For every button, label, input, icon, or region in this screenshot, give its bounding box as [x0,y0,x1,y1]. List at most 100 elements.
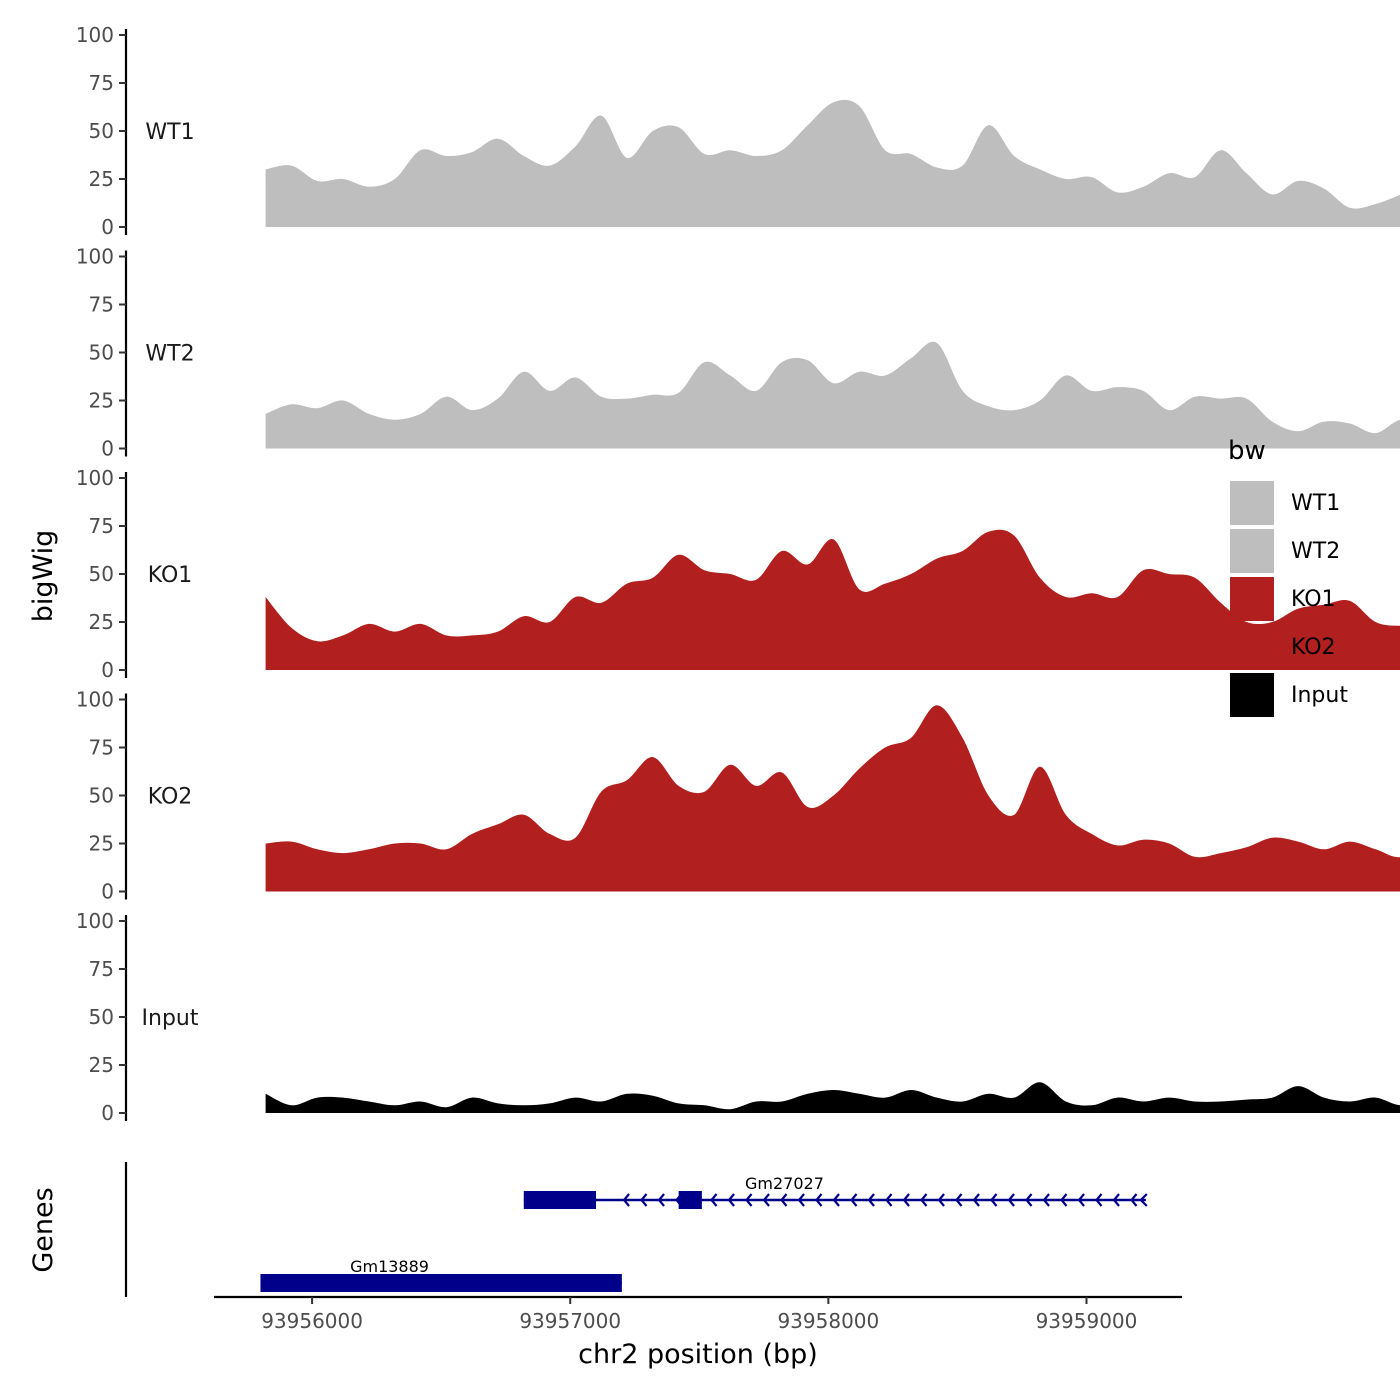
area-wt2 [265,341,1400,449]
x-tick-label: 93956000 [261,1309,363,1333]
strand-arrow [867,1193,875,1207]
track-ko2: 0 25 50 75 100 KO2 [76,688,1400,904]
y-tick-label: 0 [101,880,114,904]
strand-arrow [1112,1193,1120,1207]
gene-gm13889: Gm13889 [260,1257,622,1292]
gene-exon [678,1191,702,1209]
gene-gm27027: Gm27027 [523,1174,1148,1209]
track-label-input: Input [142,1006,199,1031]
area-input [265,1082,1400,1113]
gene-label-gm13889: Gm13889 [350,1257,429,1276]
y-tick-label: 25 [89,610,114,634]
legend-label: Input [1291,683,1348,708]
x-tick-label: 93958000 [777,1309,879,1333]
legend-item-ko2: KO2 [1230,625,1336,669]
y-tick-label: 0 [101,437,114,461]
legend-swatch [1230,625,1274,669]
strand-arrow [955,1193,963,1207]
gene-exon [523,1191,597,1209]
y-tick-label: 50 [89,119,114,143]
strand-arrow [990,1193,998,1207]
y-tick-label: 0 [101,658,114,682]
bigwig-tracks: 0255075100WT10255075100WT20255075100KO10… [76,23,1400,1125]
strand-arrow [850,1193,858,1207]
strand-arrow [780,1193,788,1207]
strand-arrow [902,1193,910,1207]
strand-arrow [1139,1193,1148,1207]
genes-axis-title: Genes [28,1187,59,1272]
legend-swatch [1230,673,1274,717]
gene-exon [260,1274,622,1292]
strand-arrow [832,1193,840,1207]
y-tick-label: 100 [76,23,114,47]
legend-swatch [1230,577,1274,621]
track-ko1: 0 25 50 75 100 KO1 [76,466,1400,682]
strand-arrow [1042,1193,1050,1207]
strand-arrow [1025,1193,1033,1207]
y-tick-label: 50 [89,341,114,365]
strand-arrow [815,1193,823,1207]
legend-label: WT1 [1291,491,1340,516]
legend: bw WT1 WT2 KO1 KO2 Input [1228,436,1348,717]
y-tick-label: 100 [76,688,114,712]
y-axis-title: bigWig [28,530,59,623]
legend-label: KO1 [1291,587,1336,612]
strand-arrow [657,1193,665,1207]
strand-arrow [937,1193,945,1207]
gene-label-gm27027: Gm27027 [745,1174,824,1193]
legend-item-ko1: KO1 [1230,577,1336,621]
strand-arrow [640,1193,648,1207]
track-label-wt2: WT2 [145,342,194,367]
y-tick-label: 75 [89,736,114,760]
y-tick-label: 100 [76,245,114,269]
legend-item-wt2: WT2 [1230,529,1340,573]
area-wt1 [265,99,1400,227]
track-label-ko1: KO1 [148,563,193,588]
y-tick-label: 100 [76,466,114,490]
y-tick-label: 0 [101,215,114,239]
strand-arrow [797,1193,805,1207]
y-tick-label: 25 [89,389,114,413]
y-tick-label: 50 [89,784,114,808]
x-tick-label: 93957000 [519,1309,621,1333]
x-tick-label: 93959000 [1036,1309,1138,1333]
y-tick-label: 50 [89,1005,114,1029]
track-label-ko2: KO2 [148,785,193,810]
legend-swatch [1230,481,1274,525]
strand-arrow [727,1193,735,1207]
legend-label: KO2 [1291,635,1336,660]
strand-arrow [1060,1193,1068,1207]
strand-arrow [1130,1193,1138,1207]
strand-arrow [972,1193,980,1207]
strand-arrow [762,1193,770,1207]
strand-arrow [622,1193,630,1207]
y-tick-label: 25 [89,1053,114,1077]
y-tick-label: 50 [89,562,114,586]
y-tick-label: 75 [89,71,114,95]
track-wt2: 0 25 50 75 100 WT2 [76,245,1400,461]
y-tick-label: 25 [89,832,114,856]
y-tick-label: 0 [101,1101,114,1125]
area-ko2 [265,705,1400,892]
genes-panel: Gm27027 Gm13889 [124,1162,1148,1297]
strand-arrow [710,1193,718,1207]
y-tick-label: 25 [89,167,114,191]
area-ko1 [265,529,1400,670]
legend-label: WT2 [1291,539,1340,564]
strand-arrow [1007,1193,1015,1207]
track-input: 0 25 50 75 100 Input [76,909,1400,1125]
y-tick-label: 75 [89,957,114,981]
strand-arrow [1095,1193,1103,1207]
x-axis: 93956000 93957000 93958000 93959000 [214,1295,1182,1333]
track-label-wt1: WT1 [145,120,194,145]
legend-item-input: Input [1230,673,1348,717]
strand-arrow [885,1193,893,1207]
strand-arrow [1077,1193,1085,1207]
y-tick-label: 100 [76,909,114,933]
y-tick-label: 75 [89,514,114,538]
track-wt1: 0 25 50 75 100 WT1 [76,23,1400,239]
legend-swatch [1230,529,1274,573]
legend-title: bw [1228,436,1266,466]
x-axis-title: chr2 position (bp) [578,1339,818,1370]
